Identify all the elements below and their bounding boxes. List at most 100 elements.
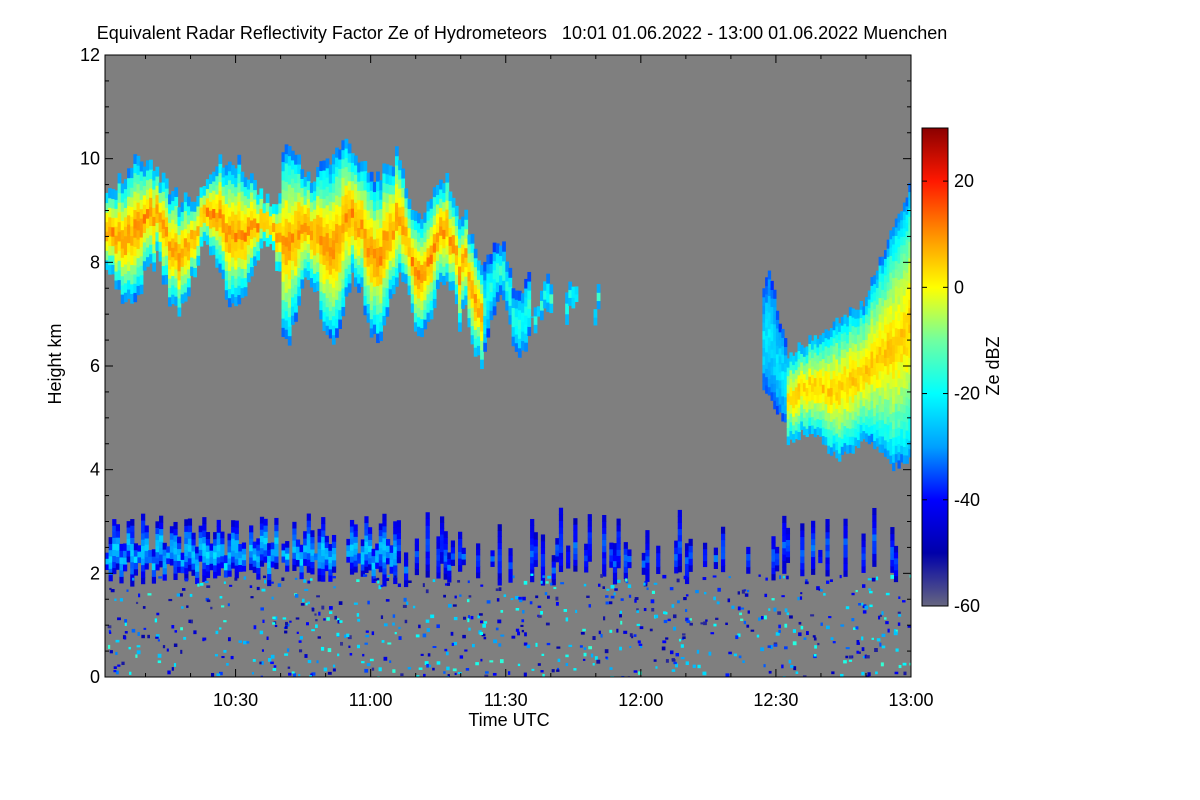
ze-cell xyxy=(762,330,766,340)
ze-cell xyxy=(350,244,355,255)
ze-cell xyxy=(379,189,383,200)
ze-cell xyxy=(448,209,453,219)
ze-cell xyxy=(168,287,172,298)
ze-cell xyxy=(213,558,218,566)
clutter-cell xyxy=(890,574,895,579)
ze-cell xyxy=(321,574,326,582)
ze-cell xyxy=(480,321,484,332)
ze-cell xyxy=(281,253,286,264)
ze-cell xyxy=(310,555,315,562)
ze-cell xyxy=(786,401,791,411)
ze-cell xyxy=(133,556,139,563)
ze-cell xyxy=(875,320,880,330)
ze-cell xyxy=(900,336,904,346)
ze-cell xyxy=(762,322,766,332)
ze-cell xyxy=(174,286,179,297)
ze-cell xyxy=(325,232,330,243)
ze-cell xyxy=(212,171,216,182)
ze-cell xyxy=(832,394,836,404)
clutter-cell xyxy=(482,623,487,628)
ze-cell xyxy=(275,232,279,243)
ze-cell xyxy=(363,170,368,181)
ze-cell xyxy=(357,236,361,247)
ze-cell xyxy=(341,260,346,271)
clutter-cell xyxy=(372,576,376,579)
ze-cell xyxy=(360,190,365,201)
ze-cell xyxy=(616,543,621,550)
ze-cell xyxy=(180,559,185,567)
ze-cell xyxy=(870,425,874,434)
ze-cell xyxy=(394,183,399,194)
ze-cell xyxy=(224,193,229,205)
ze-cell xyxy=(215,212,220,222)
ze-cell xyxy=(119,556,124,564)
ze-cell xyxy=(467,271,472,282)
clutter-cell xyxy=(542,575,545,578)
ze-cell xyxy=(319,207,324,218)
ze-cell xyxy=(881,362,885,372)
ze-cell xyxy=(313,218,317,228)
ze-cell xyxy=(811,562,816,569)
ze-cell xyxy=(347,245,352,256)
ze-cell xyxy=(155,231,160,242)
ze-cell xyxy=(338,234,342,245)
ze-cell xyxy=(394,192,399,203)
ze-cell xyxy=(890,533,895,541)
ze-cell xyxy=(205,538,211,546)
ze-cell xyxy=(813,335,818,345)
ze-cell xyxy=(886,357,890,367)
ze-cell xyxy=(354,192,358,203)
ze-cell xyxy=(838,371,842,381)
ze-cell xyxy=(369,318,374,329)
ze-cell xyxy=(886,315,890,325)
ze-cell xyxy=(436,560,441,567)
ze-cell xyxy=(894,294,899,304)
ze-cell xyxy=(905,363,909,373)
ze-cell xyxy=(883,439,888,449)
ze-cell xyxy=(322,302,327,313)
ze-cell xyxy=(379,293,383,304)
ze-cell xyxy=(765,368,769,378)
ze-cell xyxy=(141,526,146,534)
ze-cell xyxy=(240,181,245,192)
ze-cell xyxy=(859,407,863,417)
ze-cell xyxy=(584,543,589,550)
clutter-cell xyxy=(840,673,844,677)
ze-cell xyxy=(202,542,207,550)
ze-cell xyxy=(413,275,418,286)
ze-cell xyxy=(454,254,459,266)
ze-cell xyxy=(240,210,245,221)
clutter-cell xyxy=(427,653,431,657)
ze-cell xyxy=(448,272,453,282)
ze-cell xyxy=(497,548,502,556)
ze-cell xyxy=(166,546,171,553)
ze-cell xyxy=(231,526,236,533)
ze-cell xyxy=(174,277,179,288)
ze-cell xyxy=(865,407,869,417)
ze-cell xyxy=(875,345,880,355)
ze-cell xyxy=(762,355,766,365)
ze-cell xyxy=(372,286,377,297)
ze-cell xyxy=(443,549,448,556)
ze-cell xyxy=(894,252,899,262)
ze-cell xyxy=(108,226,112,237)
ze-cell xyxy=(889,296,893,306)
ze-cell xyxy=(870,326,874,336)
ze-cell xyxy=(848,403,853,413)
ze-cell xyxy=(765,293,769,303)
ze-cell xyxy=(319,226,324,236)
ze-cell xyxy=(797,390,801,400)
ze-cell xyxy=(357,208,361,219)
ze-cell xyxy=(278,251,283,262)
ze-cell xyxy=(164,188,169,199)
ze-cell xyxy=(136,155,141,166)
ze-cell xyxy=(183,255,188,266)
ze-cell xyxy=(897,385,901,395)
clutter-cell xyxy=(422,633,427,638)
clutter-cell xyxy=(523,672,527,677)
ze-cell xyxy=(364,516,369,524)
ze-cell xyxy=(120,183,125,194)
ze-cell xyxy=(773,340,777,350)
clutter-cell xyxy=(214,654,218,657)
